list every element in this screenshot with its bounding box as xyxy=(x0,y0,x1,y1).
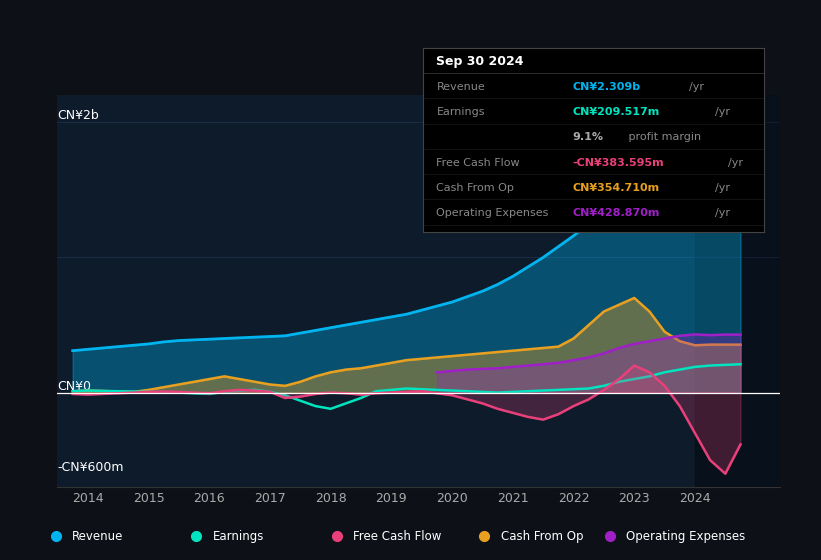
Text: Cash From Op: Cash From Op xyxy=(501,530,583,543)
Text: Earnings: Earnings xyxy=(437,107,485,117)
Bar xyxy=(695,95,780,487)
Text: /yr: /yr xyxy=(728,158,743,168)
Text: /yr: /yr xyxy=(690,82,704,92)
Text: CN¥2b: CN¥2b xyxy=(57,109,99,122)
Text: profit margin: profit margin xyxy=(625,133,700,142)
Text: Earnings: Earnings xyxy=(213,530,264,543)
Text: -CN¥383.595m: -CN¥383.595m xyxy=(573,158,664,168)
Text: /yr: /yr xyxy=(715,107,730,117)
Text: Sep 30 2024: Sep 30 2024 xyxy=(437,55,524,68)
Text: CN¥2.309b: CN¥2.309b xyxy=(573,82,641,92)
Text: -CN¥600m: -CN¥600m xyxy=(57,461,124,474)
Text: CN¥0: CN¥0 xyxy=(57,380,91,393)
Text: Revenue: Revenue xyxy=(437,82,485,92)
Text: 9.1%: 9.1% xyxy=(573,133,603,142)
Text: CN¥209.517m: CN¥209.517m xyxy=(573,107,660,117)
Text: Cash From Op: Cash From Op xyxy=(437,183,514,193)
Text: CN¥354.710m: CN¥354.710m xyxy=(573,183,660,193)
Text: Operating Expenses: Operating Expenses xyxy=(626,530,745,543)
Text: /yr: /yr xyxy=(715,183,730,193)
Text: Free Cash Flow: Free Cash Flow xyxy=(437,158,520,168)
Text: CN¥428.870m: CN¥428.870m xyxy=(573,208,660,218)
Text: Free Cash Flow: Free Cash Flow xyxy=(353,530,441,543)
Text: Operating Expenses: Operating Expenses xyxy=(437,208,548,218)
Text: /yr: /yr xyxy=(715,208,730,218)
Text: Revenue: Revenue xyxy=(72,530,123,543)
